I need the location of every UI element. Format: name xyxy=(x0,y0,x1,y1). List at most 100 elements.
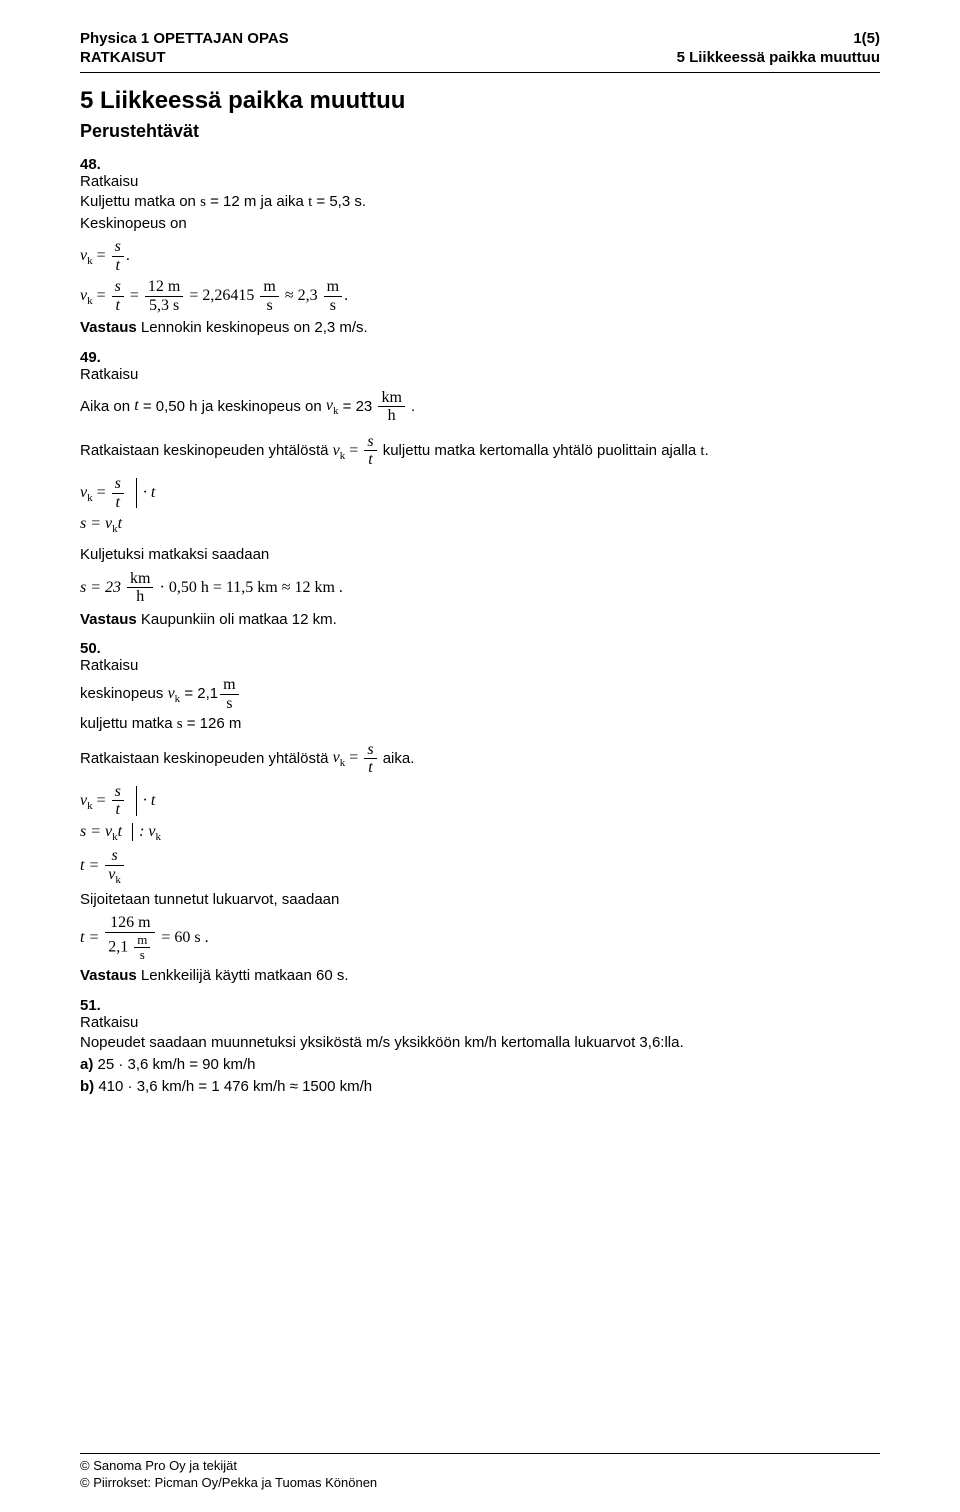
num: km xyxy=(378,389,404,408)
text: s = 23 xyxy=(80,578,125,595)
den: 2,1 ms xyxy=(105,933,155,963)
num: m xyxy=(134,933,150,948)
q48-line2: Keskinopeus on xyxy=(80,214,880,234)
running-header: Physica 1 OPETTAJAN OPAS RATKAISUT 1(5) … xyxy=(80,30,880,68)
answer-text: Lenkkeilijä käytti matkaan 60 s. xyxy=(137,967,349,984)
item-text: 25 · 3,6 km/h = 90 km/h xyxy=(93,1056,255,1073)
var-v: v xyxy=(333,442,340,459)
frac: 12 m5,3 s xyxy=(145,278,183,314)
text: Ratkaistaan keskinopeuden yhtälöstä xyxy=(80,442,333,459)
footer-illustrations: © Piirrokset: Picman Oy/Pekka ja Tuomas … xyxy=(80,1475,880,1492)
num: s xyxy=(112,238,124,257)
num: s xyxy=(364,741,376,760)
q49-eq2: s = vkt xyxy=(80,515,880,535)
text: kuljettu matka xyxy=(80,715,177,732)
var-v: v xyxy=(168,685,175,702)
page-title: 5 Liikkeessä paikka muuttuu xyxy=(80,87,880,115)
q51-item-a: a) 25 · 3,6 km/h = 90 km/h xyxy=(80,1055,880,1075)
q48-ratkaisu-label: Ratkaisu xyxy=(80,173,880,190)
var-t: t xyxy=(118,515,122,532)
text: Ratkaistaan keskinopeuden yhtälöstä xyxy=(80,749,333,766)
num: m xyxy=(324,278,342,297)
q48-number: 48. xyxy=(80,156,880,173)
text: = 12 m ja aika xyxy=(206,193,308,210)
den: s xyxy=(324,297,342,315)
frac: st xyxy=(364,433,376,469)
header-right: 1(5) 5 Liikkeessä paikka muuttuu xyxy=(677,30,880,68)
text: = 60 s . xyxy=(157,929,208,946)
num: 12 m xyxy=(145,278,183,297)
frac: st xyxy=(364,741,376,777)
op-bar xyxy=(136,786,137,816)
q50-eq1: vk = st· t xyxy=(80,783,880,819)
content-area: Physica 1 OPETTAJAN OPAS RATKAISUT 1(5) … xyxy=(80,30,880,1433)
q50-eq3: t = svk xyxy=(80,847,880,886)
num: s xyxy=(112,475,124,494)
item-text: 410 · 3,6 km/h = 1 476 km/h ≈ 1500 km/h xyxy=(94,1078,372,1095)
frac: st xyxy=(112,278,124,314)
text: . xyxy=(705,442,709,459)
op-bar xyxy=(132,823,133,841)
text: kuljettu matka kertomalla yhtälö puolitt… xyxy=(379,442,701,459)
inline-eq: kmh xyxy=(376,397,406,414)
item-label: a) xyxy=(80,1056,93,1073)
q49-line1: Aika on t = 0,50 h ja keskinopeus on vk … xyxy=(80,389,880,425)
den: t xyxy=(112,494,124,512)
var-v: v xyxy=(333,749,340,766)
q49-eq3: s = 23 kmh · 0,50 h = 11,5 km ≈ 12 km . xyxy=(80,570,880,606)
q49-line3: Kuljetuksi matkaksi saadaan xyxy=(80,545,880,565)
text: keskinopeus xyxy=(80,685,168,702)
page: Physica 1 OPETTAJAN OPAS RATKAISUT 1(5) … xyxy=(0,0,960,1512)
den: h xyxy=(378,407,404,425)
den: h xyxy=(127,588,153,606)
text: = 5,3 s. xyxy=(312,193,366,210)
den: s xyxy=(220,695,238,713)
q48-eq2: vk = st = 12 m5,3 s = 2,26415 ms ≈ 2,3 m… xyxy=(80,278,880,314)
frac: 126 m2,1 ms xyxy=(105,914,155,962)
footer-copyright: © Sanoma Pro Oy ja tekijät xyxy=(80,1458,880,1475)
eq-sign: = xyxy=(345,749,362,766)
dot: . xyxy=(344,287,348,304)
header-chapter: 5 Liikkeessä paikka muuttuu xyxy=(677,49,880,68)
answer-label: Vastaus xyxy=(80,611,137,628)
inline-eq: vk xyxy=(326,397,339,414)
text: aika. xyxy=(379,749,415,766)
frac-unit: ms xyxy=(324,278,342,314)
val: 2,1 xyxy=(108,938,132,955)
page-footer: © Sanoma Pro Oy ja tekijät © Piirrokset:… xyxy=(80,1453,880,1492)
mul-t: · t xyxy=(143,791,155,808)
header-rule xyxy=(80,72,880,73)
frac-unit: ms xyxy=(134,933,150,963)
num: s xyxy=(364,433,376,452)
op-bar xyxy=(136,478,137,508)
frac: st xyxy=(112,783,124,819)
answer-label: Vastaus xyxy=(80,319,137,336)
num: 126 m xyxy=(105,914,155,933)
frac: st xyxy=(112,475,124,511)
q49-line2: Ratkaistaan keskinopeuden yhtälöstä vk =… xyxy=(80,433,880,469)
lhs: t = xyxy=(80,857,103,874)
answer-label: Vastaus xyxy=(80,967,137,984)
den: t xyxy=(112,257,124,275)
header-left: Physica 1 OPETTAJAN OPAS RATKAISUT xyxy=(80,30,289,68)
q50-ratkaisu-label: Ratkaisu xyxy=(80,657,880,674)
num: m xyxy=(260,278,278,297)
inline-eq: vk xyxy=(168,685,181,702)
frac: st xyxy=(112,238,124,274)
dot: . xyxy=(126,247,130,264)
answer-text: Lennokin keskinopeus on 2,3 m/s. xyxy=(137,319,368,336)
frac-unit: kmh xyxy=(127,570,153,606)
header-page-number: 1(5) xyxy=(677,30,880,49)
frac-unit: ms xyxy=(260,278,278,314)
q51-item-b: b) 410 · 3,6 km/h = 1 476 km/h ≈ 1500 km… xyxy=(80,1077,880,1097)
q50-line2: kuljettu matka s = 126 m xyxy=(80,714,880,734)
q51-line1: Nopeudet saadaan muunnetuksi yksiköstä m… xyxy=(80,1033,880,1053)
item-label: b) xyxy=(80,1078,94,1095)
text: = 126 m xyxy=(183,715,242,732)
q49-answer: Vastaus Kaupunkiin oli matkaa 12 km. xyxy=(80,610,880,630)
text: = 23 xyxy=(338,397,376,414)
q48-line1: Kuljettu matka on s = 12 m ja aika t = 5… xyxy=(80,192,880,212)
q50-eq2: s = vkt: vk xyxy=(80,823,880,843)
eq-sign: = xyxy=(93,791,110,808)
den: t xyxy=(364,759,376,777)
